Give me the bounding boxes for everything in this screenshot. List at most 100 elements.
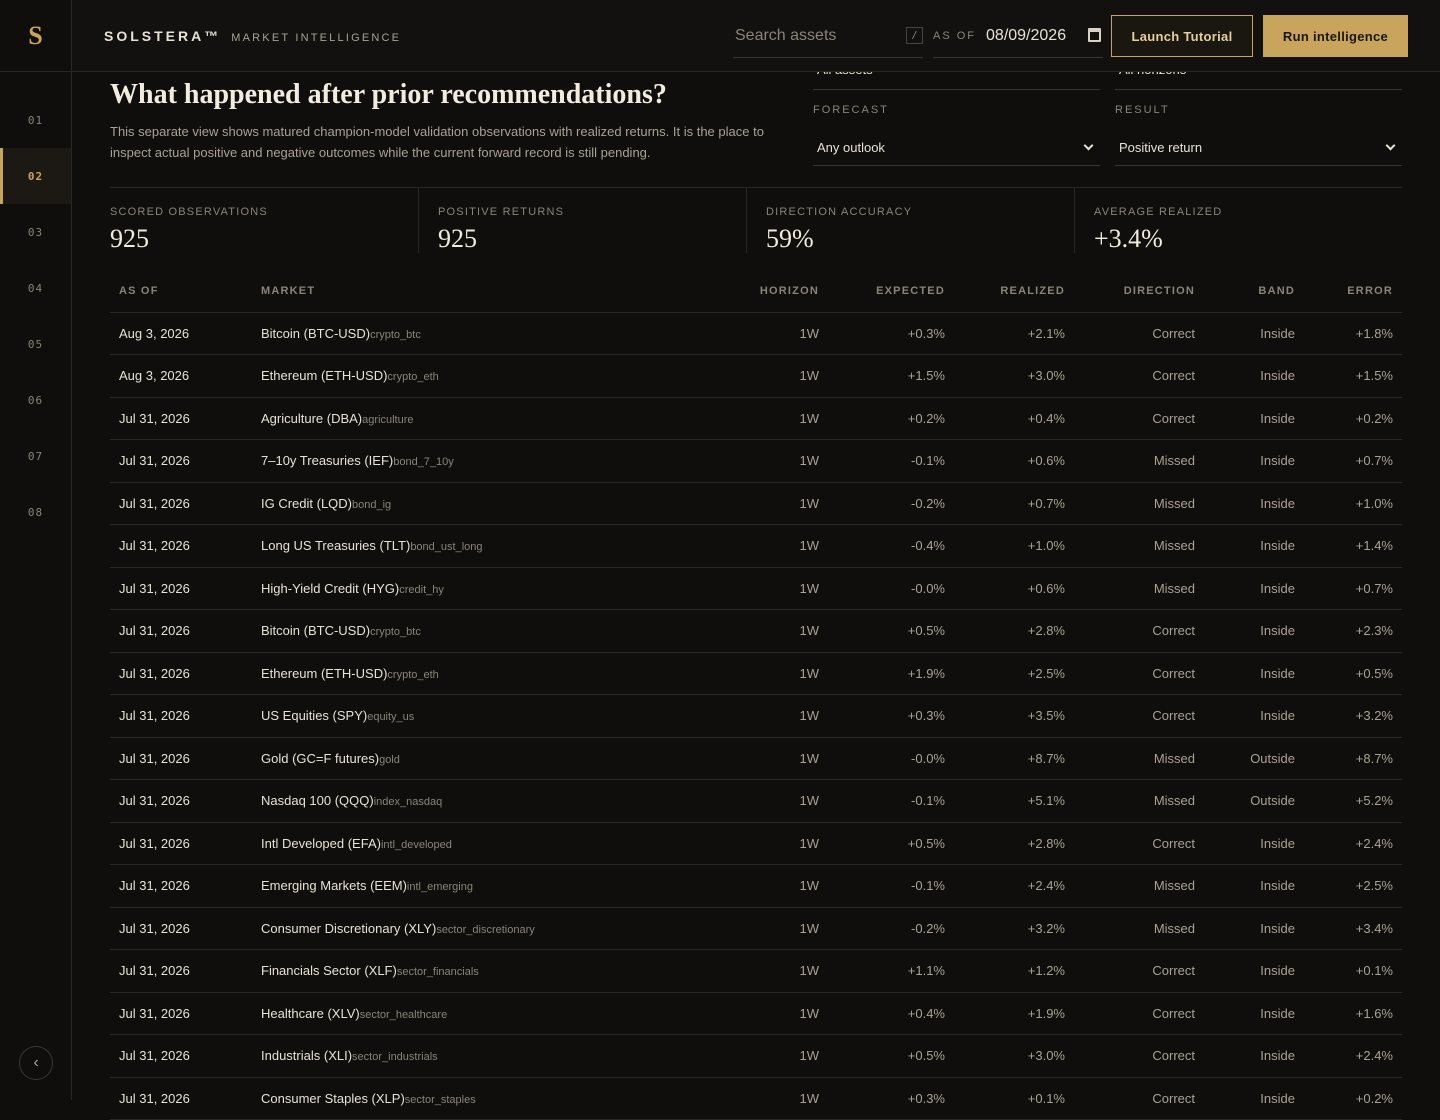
table-row[interactable]: Aug 3, 2026 Bitcoin (BTC-USD)crypto_btc 1W…	[110, 312, 1402, 355]
cell-realized: +1.2%	[954, 949, 1074, 993]
table-row[interactable]: Jul 31, 2026 Intl Developed (EFA)intl_dev…	[110, 822, 1402, 865]
cell-market: Financials Sector (XLF)sector_financials	[252, 949, 712, 993]
brand: SOLSTERA™ MARKET INTELLIGENCE	[104, 28, 401, 44]
chevron-down-icon	[1385, 140, 1396, 151]
col-header-error[interactable]: ERROR	[1304, 270, 1402, 313]
col-header-direction[interactable]: DIRECTION	[1074, 270, 1204, 313]
cell-market: Healthcare (XLV)sector_healthcare	[252, 992, 712, 1035]
result-filter-label: RESULT	[1115, 104, 1170, 116]
cell-band: Inside	[1204, 312, 1304, 355]
cell-band: Inside	[1204, 652, 1304, 695]
cell-error: +0.7%	[1304, 439, 1402, 483]
cell-as-of: Jul 31, 2026	[110, 949, 252, 993]
sidebar: S 01 02 03 04 05 06 07 08 ‹	[0, 0, 72, 1100]
brand-subtitle: MARKET INTELLIGENCE	[231, 31, 402, 44]
cell-direction: Correct	[1074, 694, 1204, 738]
sidebar-item-01[interactable]: 01	[27, 113, 44, 127]
table-row[interactable]: Jul 31, 2026 Bitcoin (BTC-USD)crypto_btc 1…	[110, 609, 1402, 653]
market-name: 7–10y Treasuries (IEF)	[261, 453, 394, 469]
cell-band: Inside	[1204, 949, 1304, 993]
col-header-expected[interactable]: EXPECTED	[828, 270, 954, 313]
market-id: bond_7_10y	[393, 456, 454, 469]
result-filter: RESULT Positive return	[1115, 104, 1402, 166]
launch-tutorial-button[interactable]: Launch Tutorial	[1111, 15, 1253, 57]
table-row[interactable]: Jul 31, 2026 Ethereum (ETH-USD)crypto_eth…	[110, 652, 1402, 695]
cell-market: Consumer Discretionary (XLY)sector_discr…	[252, 907, 712, 950]
table-row[interactable]: Jul 31, 2026 Gold (GC=F futures)gold 1W -0.…	[110, 737, 1402, 780]
cell-direction: Correct	[1074, 949, 1204, 993]
cell-as-of: Jul 31, 2026	[110, 609, 252, 653]
cell-band: Inside	[1204, 1077, 1304, 1120]
col-header-as-of[interactable]: AS OF	[110, 270, 252, 313]
cell-horizon: 1W	[712, 1034, 828, 1078]
cell-as-of: Jul 31, 2026	[110, 482, 252, 525]
search-field[interactable]: /	[733, 14, 923, 58]
cell-band: Inside	[1204, 822, 1304, 865]
cell-expected: -0.1%	[828, 779, 954, 823]
table-row[interactable]: Aug 3, 2026 Ethereum (ETH-USD)crypto_eth 1…	[110, 354, 1402, 398]
table-row[interactable]: Jul 31, 2026 7–10y Treasuries (IEF)bond_7…	[110, 439, 1402, 483]
sidebar-item-02[interactable]: 02	[0, 148, 71, 204]
page-title: What happened after prior recommendation…	[110, 79, 667, 110]
col-header-market[interactable]: MARKET	[252, 270, 712, 313]
table-row[interactable]: Jul 31, 2026 Agriculture (DBA)agriculture…	[110, 397, 1402, 440]
cell-direction: Missed	[1074, 567, 1204, 610]
cell-horizon: 1W	[712, 907, 828, 950]
cell-realized: +1.9%	[954, 992, 1074, 1035]
run-intelligence-button[interactable]: Run intelligence	[1263, 15, 1408, 57]
table-row[interactable]: Jul 31, 2026 High-Yield Credit (HYG)credi…	[110, 567, 1402, 610]
cell-realized: +8.7%	[954, 737, 1074, 780]
sidebar-item-05[interactable]: 05	[27, 337, 44, 351]
market-name: Gold (GC=F futures)	[261, 750, 380, 766]
cell-direction: Correct	[1074, 1077, 1204, 1120]
cell-band: Inside	[1204, 524, 1304, 568]
market-name: High-Yield Credit (HYG)	[261, 580, 400, 596]
cell-market: Ethereum (ETH-USD)crypto_eth	[252, 354, 712, 398]
result-filter-select[interactable]: Positive return	[1115, 130, 1402, 166]
table-row[interactable]: Jul 31, 2026 Healthcare (XLV)sector_healt…	[110, 992, 1402, 1035]
collapse-sidebar-button[interactable]: ‹	[19, 1046, 53, 1080]
table-header-row: AS OF MARKET HORIZON EXPECTED REALIZED D…	[110, 270, 1402, 313]
calendar-icon[interactable]	[1088, 28, 1101, 42]
search-input[interactable]	[733, 26, 893, 45]
sidebar-item-03[interactable]: 03	[27, 225, 44, 239]
market-id: credit_hy	[399, 583, 444, 596]
table-row[interactable]: Jul 31, 2026 Emerging Markets (EEM)intl_e…	[110, 864, 1402, 908]
forecast-filter-value: Any outlook	[817, 140, 885, 155]
sidebar-item-07[interactable]: 07	[27, 449, 44, 463]
table-row[interactable]: Jul 31, 2026 US Equities (SPY)equity_us 1W…	[110, 694, 1402, 738]
stat-average-realized: AVERAGE REALIZED +3.4%	[1075, 188, 1402, 253]
cell-band: Inside	[1204, 609, 1304, 653]
as-of-date-value[interactable]: 08/09/2026	[986, 26, 1067, 44]
col-header-realized[interactable]: REALIZED	[954, 270, 1074, 313]
col-header-horizon[interactable]: HORIZON	[712, 270, 828, 313]
page-description: This separate view shows matured champio…	[110, 124, 764, 160]
table-row[interactable]: Jul 31, 2026 Long US Treasuries (TLT)bond…	[110, 524, 1402, 568]
table-row[interactable]: Jul 31, 2026 Financials Sector (XLF)secto…	[110, 949, 1402, 993]
table-row[interactable]: Jul 31, 2026 Industrials (XLI)sector_indu…	[110, 1034, 1402, 1078]
cell-error: +8.7%	[1304, 737, 1402, 780]
cell-realized: +2.8%	[954, 609, 1074, 653]
table-row[interactable]: Jul 31, 2026 Consumer Discretionary (XLY)…	[110, 907, 1402, 950]
as-of-date-field[interactable]: AS OF 08/09/2026	[933, 14, 1103, 58]
sidebar-item-08[interactable]: 08	[27, 505, 44, 519]
cell-direction: Correct	[1074, 1034, 1204, 1078]
table-row[interactable]: Jul 31, 2026 Nasdaq 100 (QQQ)index_nasdaq…	[110, 779, 1402, 823]
cell-realized: +2.1%	[954, 312, 1074, 355]
sidebar-item-04[interactable]: 04	[27, 281, 44, 295]
forecast-filter-select[interactable]: Any outlook	[813, 130, 1100, 166]
slash-shortcut-icon: /	[906, 27, 923, 44]
logo[interactable]: S	[0, 0, 71, 72]
result-filter-value: Positive return	[1119, 140, 1203, 155]
cell-horizon: 1W	[712, 312, 828, 355]
stat-label: SCORED OBSERVATIONS	[110, 206, 268, 218]
col-header-band[interactable]: BAND	[1204, 270, 1304, 313]
table-row[interactable]: Jul 31, 2026 IG Credit (LQD)bond_ig 1W -0.2…	[110, 482, 1402, 525]
cell-error: +1.0%	[1304, 482, 1402, 525]
cell-realized: +3.0%	[954, 354, 1074, 398]
cell-horizon: 1W	[712, 1077, 828, 1120]
table-row[interactable]: Jul 31, 2026 Consumer Staples (XLP)sector…	[110, 1077, 1402, 1120]
market-id: crypto_btc	[370, 328, 421, 341]
cell-expected: -0.2%	[828, 482, 954, 525]
sidebar-item-06[interactable]: 06	[27, 393, 44, 407]
